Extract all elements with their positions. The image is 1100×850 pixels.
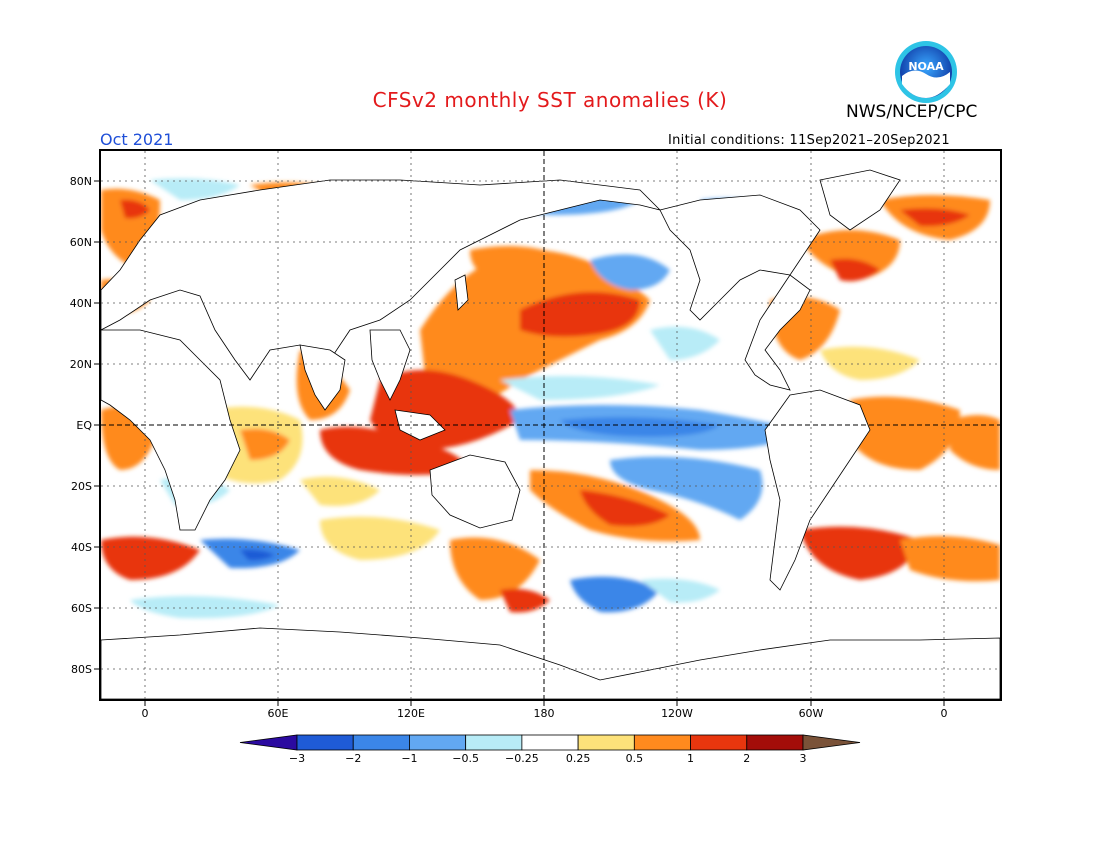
lat-label: 80N — [70, 175, 92, 188]
lat-label: 40N — [70, 297, 92, 310]
legend-swatch — [577, 734, 635, 751]
longitude-axis: 0 60E 120E 180 120W 60W 0 — [142, 700, 948, 720]
initial-conditions: Initial conditions: 11Sep2021–20Sep2021 — [668, 133, 950, 148]
noaa-logo: NOAA — [895, 41, 957, 103]
legend-swatch — [352, 734, 410, 751]
latitude-axis: 80N 60N 40N 20N EQ 20S 40S 60S 80S — [70, 175, 100, 676]
legend-swatch — [409, 734, 467, 751]
lon-label: 0 — [941, 707, 948, 720]
legend-swatch — [465, 734, 523, 751]
lon-label: 120W — [661, 707, 693, 720]
lat-label: EQ — [76, 419, 92, 432]
lat-label: 60N — [70, 236, 92, 249]
forecast-month: Oct 2021 — [100, 130, 174, 149]
chart-title: CFSv2 monthly SST anomalies (K) — [372, 88, 728, 112]
lon-label: 120E — [397, 707, 425, 720]
lon-label: 60W — [799, 707, 824, 720]
legend-tick-label: 3 — [800, 752, 807, 765]
reference-lines — [101, 151, 1000, 699]
legend-arrow-low — [239, 734, 298, 751]
legend-tick-label: 0.5 — [626, 752, 644, 765]
legend-arrow-high — [802, 734, 861, 751]
grid-lines — [101, 151, 1000, 699]
legend-swatch — [633, 734, 691, 751]
legend-tick-label: 2 — [743, 752, 750, 765]
lat-label: 80S — [71, 663, 92, 676]
legend-tick-label: 0.25 — [566, 752, 591, 765]
legend-tick-label: −3 — [289, 752, 305, 765]
legend-tick-label: 1 — [687, 752, 694, 765]
legend-tick-label: −0.5 — [452, 752, 479, 765]
logo-text: NOAA — [908, 60, 944, 73]
lat-label: 20N — [70, 358, 92, 371]
agency-label: NWS/NCEP/CPC — [846, 102, 978, 122]
lon-label: 0 — [142, 707, 149, 720]
lon-label: 180 — [534, 707, 555, 720]
legend-swatch — [521, 734, 579, 751]
lat-label: 40S — [71, 541, 92, 554]
lon-label: 60E — [268, 707, 289, 720]
legend-tick-label: −2 — [345, 752, 361, 765]
lat-label: 60S — [71, 602, 92, 615]
lat-label: 20S — [71, 480, 92, 493]
legend-tick-label: −0.25 — [505, 752, 539, 765]
color-legend: −3 −2 −1 −0.5 −0.25 0.25 0.5 1 2 3 — [239, 734, 861, 765]
legend-tick-label: −1 — [401, 752, 417, 765]
legend-swatch — [746, 734, 804, 751]
legend-swatch — [296, 734, 354, 751]
anomaly-field — [101, 151, 1000, 699]
legend-swatch — [690, 734, 748, 751]
land-masses — [101, 169, 1000, 699]
